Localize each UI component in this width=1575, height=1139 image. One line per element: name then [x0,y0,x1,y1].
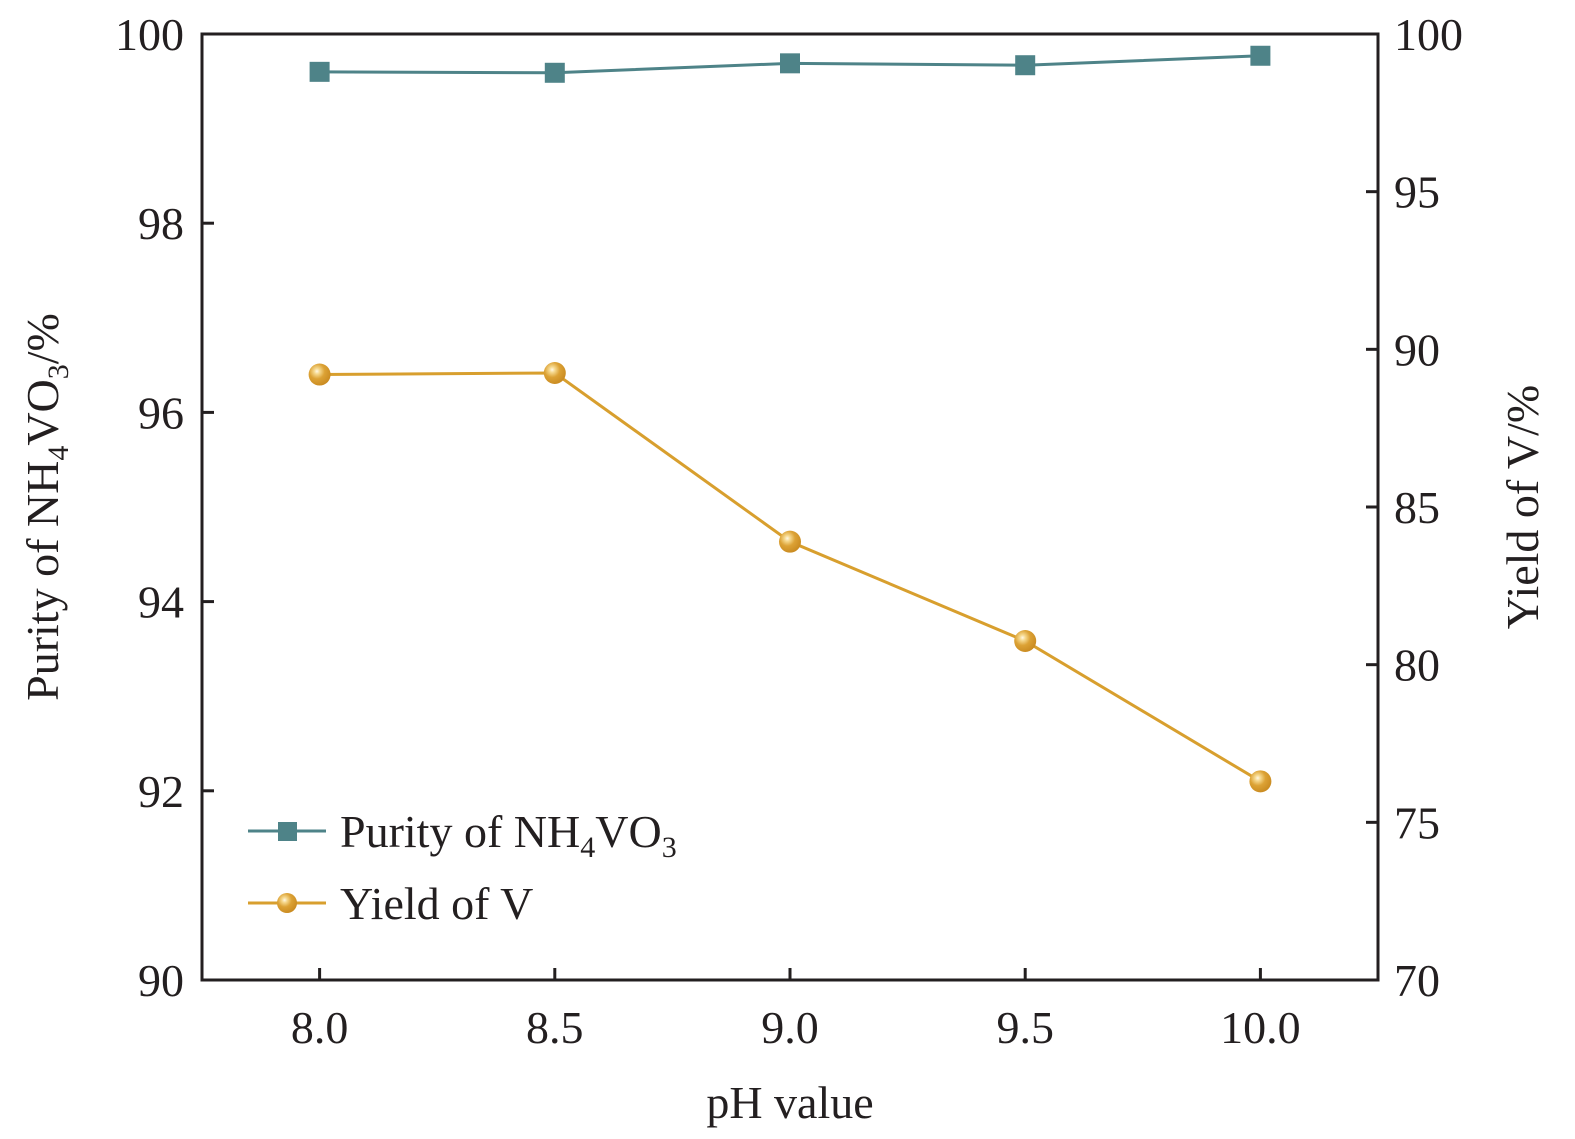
legend-yield-marker [277,893,297,913]
legend-item-purity: Purity of NH4VO3 [248,806,677,864]
y-right-tick-label: 90 [1394,324,1440,375]
legend-item-yield: Yield of V [248,878,533,929]
y-left-tick-label: 100 [115,9,184,60]
data-point-purity [1250,45,1271,66]
data-point-yield [308,363,331,386]
data-point-purity [1015,55,1036,76]
y-left-title-prefix: Purity of NH [17,461,68,701]
y-left-title-suffix: /% [17,313,68,364]
legend-yield-label: Yield of V [340,878,533,929]
data-point-yield [779,530,801,553]
x-tick-label: 9.0 [761,1002,819,1053]
x-tick-label: 9.5 [996,1002,1054,1053]
y-right-tick-label: 80 [1394,640,1440,691]
data-point-purity [309,61,330,82]
y-left-tick-label: 90 [138,955,184,1006]
y-right-tick-label: 70 [1394,955,1440,1006]
y-axis-right-title: Yield of V/% [1497,385,1548,629]
y-right-tick-label: 75 [1394,797,1440,848]
x-tick-label: 10.0 [1220,1002,1301,1053]
y-right-tick-label: 95 [1394,167,1440,218]
y-left-title-mid: VO [17,379,68,445]
legend-purity-label: Purity of NH4VO3 [340,806,677,864]
data-point-purity [780,53,800,74]
y-left-tick-label: 96 [138,387,184,438]
series-line-yield [319,371,1262,783]
data-point-purity [544,62,565,83]
y-right-tick-label: 85 [1394,482,1440,533]
y-left-tick-label: 98 [138,198,184,249]
y-left-tick-label: 92 [138,766,184,817]
legend-purity-marker [278,822,297,841]
x-axis-title: pH value [706,1077,873,1128]
x-tick-label: 8.5 [526,1002,584,1053]
data-point-yield [1249,770,1272,793]
y-right-tick-label: 100 [1394,9,1463,60]
y-left-tick-label: 94 [138,577,184,628]
data-point-yield [1014,630,1037,653]
y-axis-left-title: Purity of NH4VO3/% [17,313,75,701]
y-left-title-sub1: 4 [42,446,75,461]
x-tick-label: 8.0 [291,1002,349,1053]
data-point-yield [543,361,566,384]
y-left-title-sub2: 3 [42,364,75,379]
legend: Purity of NH4VO3 Yield of V [248,806,677,929]
